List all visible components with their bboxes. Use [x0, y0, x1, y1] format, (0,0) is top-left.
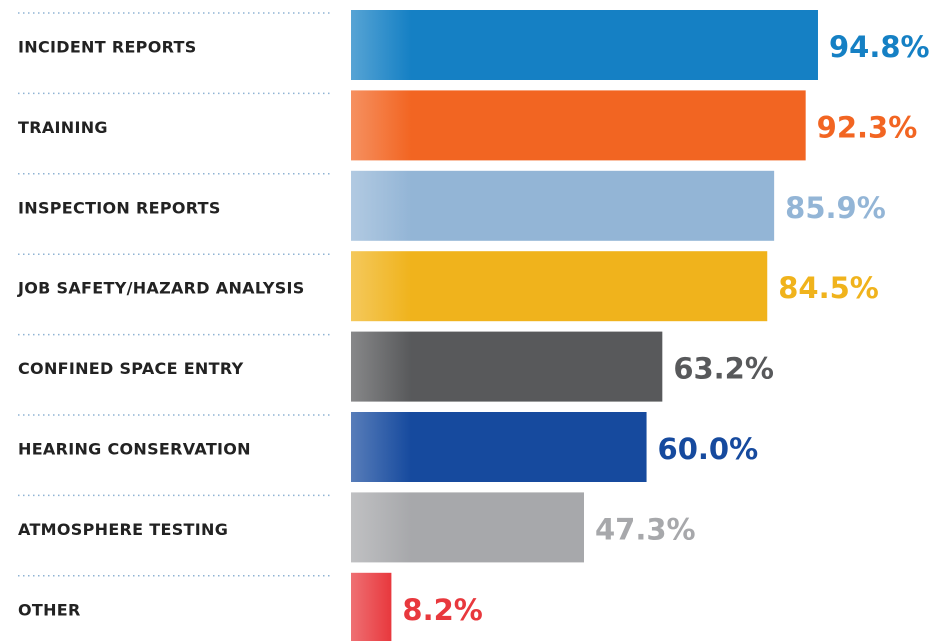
value-label: 94.8%: [829, 30, 930, 64]
value-label: 47.3%: [595, 512, 696, 546]
category-label: TRAINING: [18, 118, 108, 137]
value-label: 92.3%: [817, 110, 918, 144]
category-label: OTHER: [18, 600, 81, 619]
bar: [351, 412, 647, 482]
bar: [351, 492, 584, 563]
category-label: HEARING CONSERVATION: [18, 440, 251, 459]
value-label: 63.2%: [673, 352, 774, 386]
category-label: INSPECTION REPORTS: [18, 198, 221, 217]
value-label: 60.0%: [658, 432, 759, 466]
bar: [351, 10, 818, 80]
value-label: 85.9%: [785, 191, 886, 225]
bar: [351, 572, 392, 641]
value-label: 84.5%: [778, 271, 879, 305]
bar: [351, 90, 806, 161]
category-label: CONFINED SPACE ENTRY: [18, 359, 244, 378]
bar: [351, 331, 663, 402]
value-label: 8.2%: [402, 593, 482, 627]
category-label: INCIDENT REPORTS: [18, 38, 197, 57]
category-label: ATMOSPHERE TESTING: [18, 520, 228, 539]
category-label: JOB SAFETY/HAZARD ANALYSIS: [17, 279, 305, 298]
bar: [351, 251, 768, 322]
bar: [351, 170, 775, 241]
